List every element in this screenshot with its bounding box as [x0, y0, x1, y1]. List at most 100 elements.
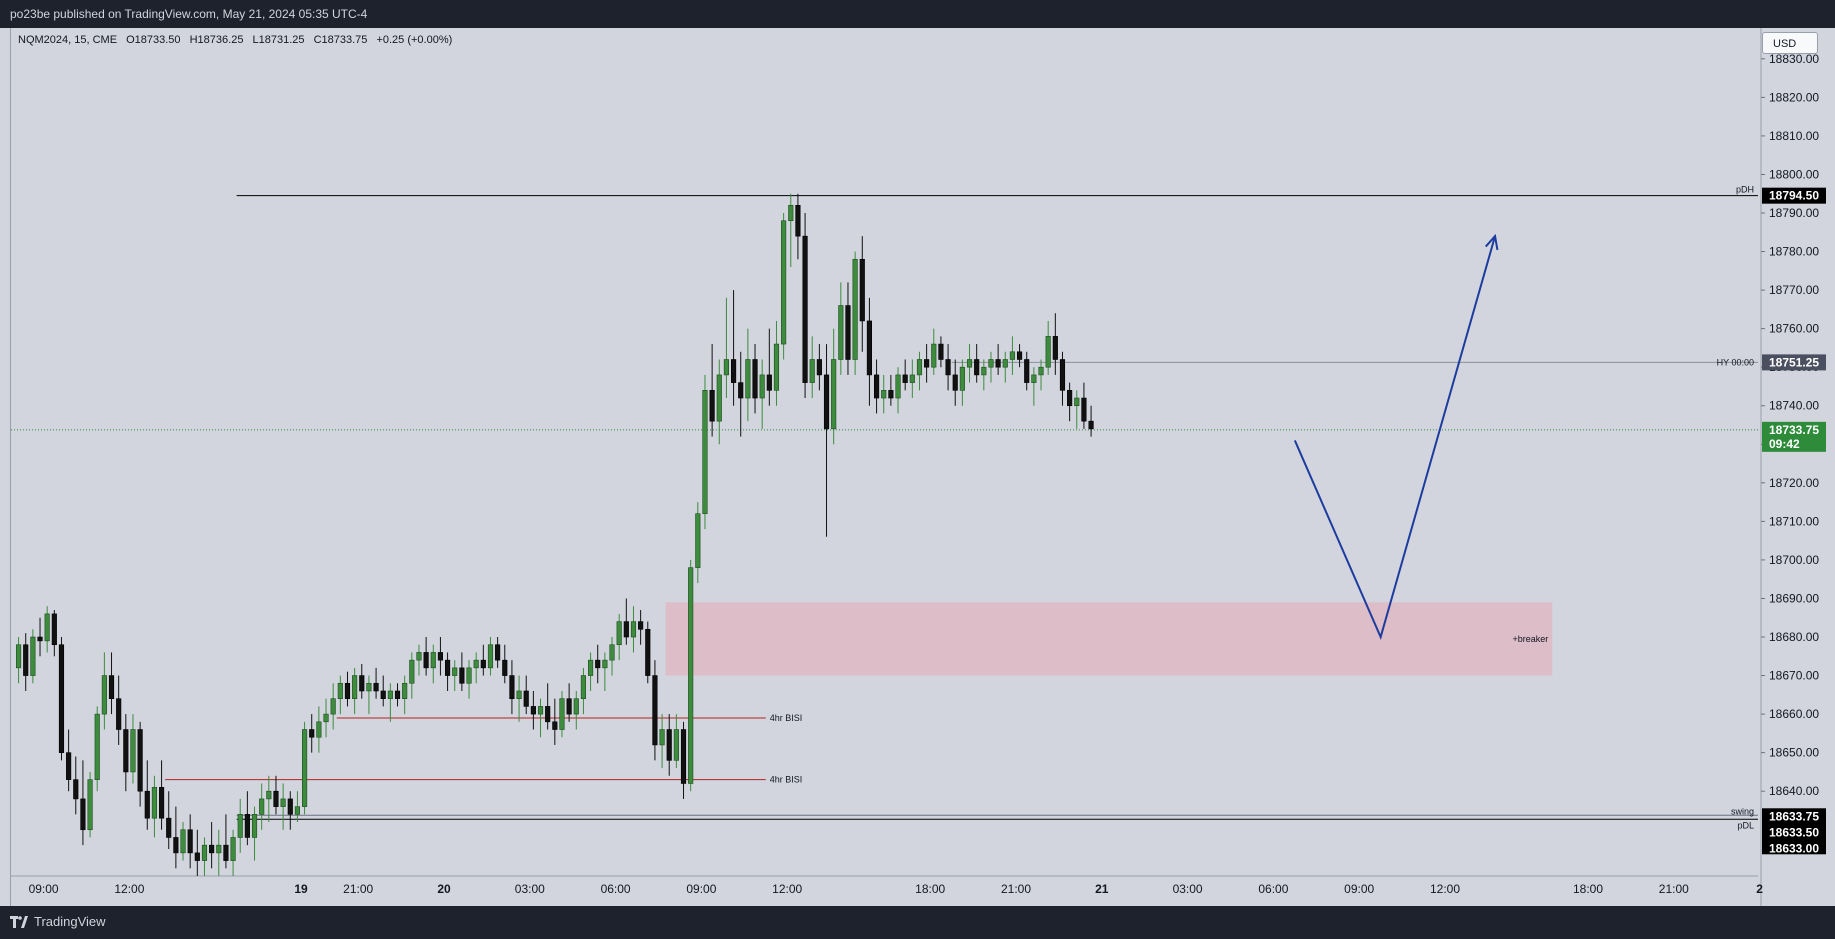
candle-body	[966, 359, 973, 368]
candle-body	[781, 220, 787, 345]
y-tick-label: 18780.00	[1769, 245, 1819, 259]
projection-arrowhead	[1484, 233, 1499, 251]
candle-body	[502, 659, 508, 676]
y-tick-label: 18710.00	[1769, 514, 1819, 528]
candle-body	[309, 729, 315, 738]
x-tick-label: 06:00	[601, 882, 631, 896]
candle-body	[838, 305, 844, 360]
candle-body	[73, 779, 79, 800]
x-tick-label: 09:00	[1344, 882, 1374, 896]
x-tick-label: 18:00	[915, 882, 945, 896]
candle-body	[437, 652, 443, 661]
candle-body	[416, 652, 422, 661]
publish-header: po23be published on TradingView.com, May…	[0, 0, 1835, 28]
last-price-tag: 18733.75	[1769, 423, 1819, 437]
candle-body	[180, 829, 186, 854]
candle-body	[37, 636, 43, 642]
y-tick-label: 18810.00	[1769, 129, 1819, 143]
candle-body	[909, 374, 915, 383]
candle-body	[587, 659, 594, 676]
candle-body	[652, 675, 658, 746]
candle-body	[51, 613, 57, 646]
candle-body	[559, 698, 565, 730]
candle-body	[716, 374, 722, 422]
candle-body	[523, 690, 529, 707]
candle-body	[287, 798, 293, 815]
candle-body	[209, 844, 215, 854]
candle-body	[573, 698, 579, 715]
candle-body	[130, 729, 136, 773]
y-tick-label: 18640.00	[1769, 784, 1819, 798]
pdh-price-tag-bg	[1762, 187, 1826, 204]
candle-body	[266, 790, 272, 800]
candle-body	[466, 667, 472, 684]
legend-change: +0.25 (+0.00%)	[376, 34, 453, 46]
candle-body	[895, 374, 901, 399]
candle-body	[344, 682, 351, 699]
candle-body	[273, 790, 279, 807]
footer-bar: TradingView	[0, 906, 1835, 939]
y-tick-label: 18690.00	[1769, 591, 1819, 605]
candle-body	[623, 621, 629, 638]
candle-body	[723, 359, 730, 376]
candle-body	[845, 305, 851, 360]
candle-body	[795, 205, 801, 237]
candle-body	[759, 374, 765, 399]
candle-body	[58, 644, 65, 753]
candle-body	[988, 359, 994, 368]
tradingview-logo[interactable]: TradingView	[10, 914, 106, 929]
low-price-tag: 18633.75	[1769, 809, 1819, 823]
x-tick-label: 03:00	[515, 882, 545, 896]
candle-body	[916, 359, 923, 376]
low-price-tag: 18633.00	[1769, 841, 1819, 855]
candle-body	[616, 621, 622, 646]
candle-body	[931, 343, 937, 368]
y-tick-label: 18670.00	[1769, 669, 1819, 683]
chart-frame[interactable]: +breaker pDH HY 00:00 4hr BISI 4hr BISI swing…	[10, 28, 1826, 906]
candle-body	[473, 659, 479, 669]
x-tick-label: 21:00	[1001, 882, 1031, 896]
bisi-label-2: 4hr BISI	[770, 775, 803, 785]
candle-body	[688, 567, 694, 784]
currency-button[interactable]: USD	[1762, 32, 1818, 54]
midnight-open-label: HY 00:00	[1717, 357, 1754, 367]
candle-body	[766, 374, 772, 391]
candle-body	[409, 659, 415, 684]
projection-path	[1293, 235, 1497, 640]
candle-body	[173, 837, 179, 854]
candle-body	[702, 390, 708, 514]
candle-body	[823, 374, 830, 430]
y-tick-label: 18700.00	[1769, 553, 1819, 567]
price-chart[interactable]: +breaker pDH HY 00:00 4hr BISI 4hr BISI swing…	[11, 28, 1826, 906]
candle-body	[995, 359, 1001, 368]
candle-body	[430, 652, 436, 669]
candle-body	[730, 359, 737, 383]
candle-body	[924, 359, 930, 368]
candle-body	[859, 258, 865, 322]
candle-body	[144, 790, 150, 819]
pdl-label: pDL	[1737, 820, 1754, 830]
candle-body	[166, 817, 172, 838]
x-tick-label: 20	[437, 882, 451, 896]
candle-body	[666, 729, 672, 761]
candle-body	[1024, 359, 1030, 383]
candle-body	[695, 513, 701, 568]
candle-body	[1052, 336, 1058, 360]
y-tick-label: 18760.00	[1769, 322, 1819, 336]
last-price-tag-bg	[1762, 421, 1826, 452]
candle-body	[487, 644, 494, 669]
candle-body	[444, 659, 451, 676]
x-tick-label: 09:00	[29, 882, 59, 896]
candle-body	[452, 667, 458, 676]
x-tick-label: 2	[1756, 882, 1763, 896]
candle-body	[509, 675, 515, 699]
legend-high: H18736.25	[189, 34, 244, 46]
candle-body	[423, 652, 429, 669]
candle-body	[216, 844, 222, 854]
y-tick-label: 18800.00	[1769, 167, 1819, 181]
y-tick-label: 18720.00	[1769, 476, 1819, 490]
tradingview-icon	[10, 915, 28, 928]
y-tick-label: 18650.00	[1769, 746, 1819, 760]
brand-name: TradingView	[34, 914, 106, 929]
candle-body	[251, 814, 258, 838]
